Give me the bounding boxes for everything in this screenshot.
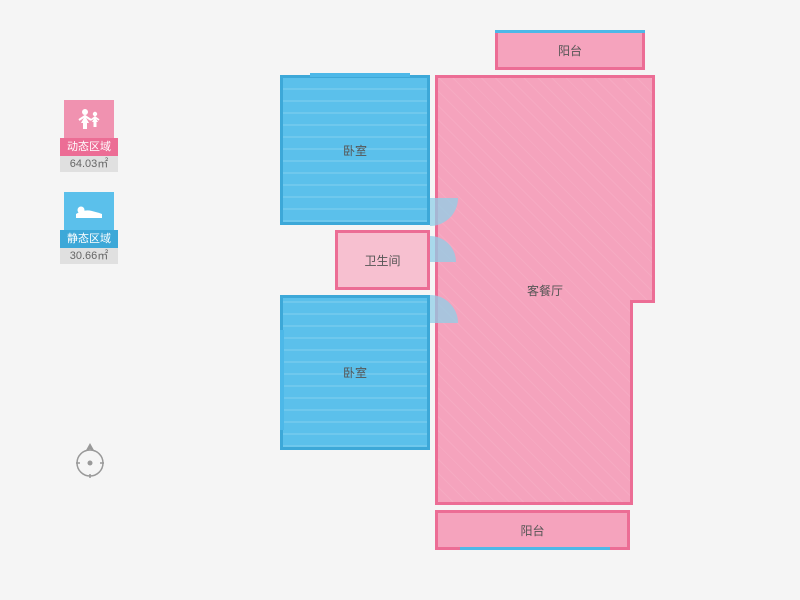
window-strip [460, 547, 610, 550]
room-label-bathroom: 卫生间 [364, 252, 400, 269]
room-label-bedroom1: 卧室 [343, 142, 367, 159]
legend-icon-dynamic [64, 100, 114, 138]
window-strip [495, 30, 645, 33]
legend-value-dynamic: 64.03㎡ [60, 156, 118, 172]
room-balcony_top: 阳台 [495, 30, 645, 70]
legend-label-static: 静态区域 [60, 230, 118, 248]
legend-value-static: 30.66㎡ [60, 248, 118, 264]
window-strip [310, 73, 410, 77]
compass-icon [70, 440, 110, 485]
room-living: 客餐厅 [435, 75, 655, 505]
sleep-icon [74, 201, 104, 221]
room-notch [630, 300, 655, 505]
room-label-balcony_bottom: 阳台 [520, 522, 544, 539]
room-label-bedroom2: 卧室 [343, 364, 367, 381]
legend-panel: 动态区域 64.03㎡ 静态区域 30.66㎡ [60, 100, 118, 284]
people-icon [76, 107, 102, 131]
legend-icon-static [64, 192, 114, 230]
room-bathroom: 卫生间 [335, 230, 430, 290]
room-balcony_bottom: 阳台 [435, 510, 630, 550]
legend-item-dynamic: 动态区域 64.03㎡ [60, 100, 118, 172]
room-bedroom1: 卧室 [280, 75, 430, 225]
window-strip [280, 330, 284, 430]
legend-item-static: 静态区域 30.66㎡ [60, 192, 118, 264]
floorplan: 阳台客餐厅卧室卫生间卧室阳台 [280, 30, 710, 560]
room-label-living: 客餐厅 [527, 282, 563, 299]
room-bedroom2: 卧室 [280, 295, 430, 450]
legend-label-dynamic: 动态区域 [60, 138, 118, 156]
room-label-balcony_top: 阳台 [558, 42, 582, 59]
